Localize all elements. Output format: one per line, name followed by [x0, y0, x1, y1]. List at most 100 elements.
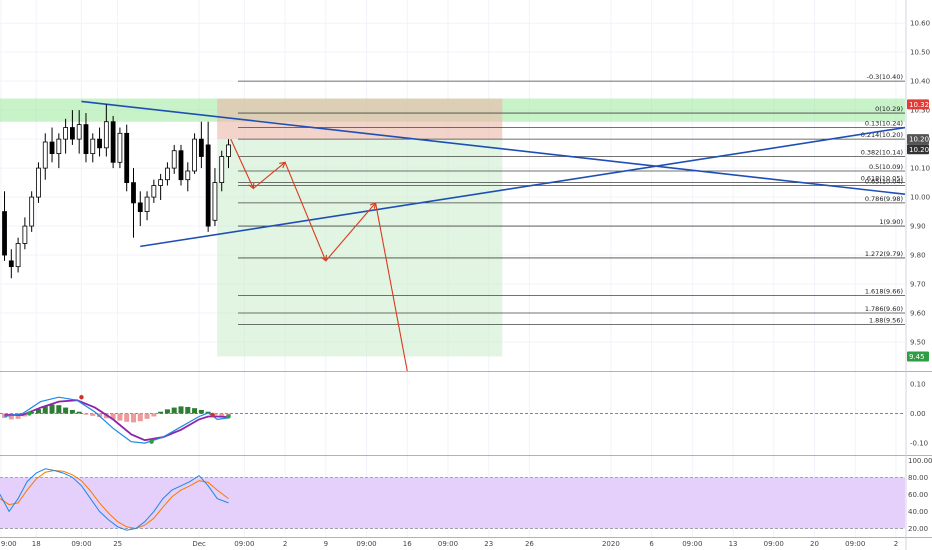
macd-histogram-bar [178, 406, 184, 414]
candle-body [29, 196, 35, 227]
fibonacci-levels[interactable]: -0.3(10.40) 0(10.29) 0.13(10.24) 0.214(10.2… [238, 73, 905, 326]
macd-histogram-bar [137, 413, 143, 422]
candle-body [151, 185, 157, 198]
time-axis[interactable]: 9:00 18 09:00 25 Dec 09:00 2 9 09:00 16 09:00 23 26 2… [1, 540, 898, 548]
time-axis-tick: 09:00 [764, 540, 784, 548]
fib-level-label: -0.3(10.40) [867, 73, 903, 81]
macd-signal-line [4, 399, 229, 442]
candle-body [158, 179, 164, 186]
candle-body [15, 243, 21, 268]
macd-histogram-bar [219, 413, 225, 418]
candle-body [185, 170, 191, 181]
stoch-axis-tick: 60.00 [908, 491, 928, 499]
candle-body [137, 202, 143, 212]
time-axis-tick: 26 [525, 540, 534, 548]
macd-histogram-bar [90, 413, 96, 416]
candle-body [22, 225, 28, 244]
price-badge [907, 134, 929, 145]
candle-body [131, 182, 136, 204]
macd-histogram-bar [130, 413, 136, 423]
candle-body [2, 211, 7, 256]
fib-level-label: 0.214(10.20) [861, 131, 903, 139]
price-badge [907, 351, 929, 362]
stoch-axis-tick: 40.00 [908, 508, 928, 516]
trendlines[interactable] [81, 100, 906, 248]
time-axis-tick: 09:00 [356, 540, 376, 548]
price-badges: 10.32 10.20 10.20 9.45 [907, 99, 929, 362]
time-axis-tick: 25 [113, 540, 122, 548]
fib-level-label: 1.272(9.79) [865, 250, 903, 258]
macd-histogram-bar [198, 409, 204, 414]
candle-body [205, 144, 211, 227]
candle-body [49, 141, 55, 155]
macd-histogram-bar [185, 406, 191, 414]
time-axis-tick: 18 [32, 540, 41, 548]
stoch-axis-tick: 100.00 [908, 457, 932, 465]
macd-histogram-bar [171, 407, 177, 414]
macd-histogram-bar [97, 413, 103, 418]
price-pane[interactable]: -0.3(10.40) 0(10.29) 0.13(10.24) 0.214(10.2… [0, 22, 906, 372]
price-axis-tick: 10.30 [910, 107, 930, 115]
price-badge-label: 10.20 [909, 136, 929, 144]
fib-level-label: 1.618(9.66) [865, 288, 903, 296]
candle-body [192, 138, 197, 172]
price-axis-tick: 10.10 [910, 165, 930, 173]
projection-segment[interactable] [230, 138, 254, 189]
time-axis-tick: 16 [403, 540, 412, 548]
price-badge [907, 99, 929, 110]
macd-axis-tick: 0.00 [910, 410, 926, 418]
candle-body [42, 141, 48, 169]
macd-histogram-bar [56, 405, 62, 414]
price-axis[interactable]: 10.60 10.50 10.40 10.30 10.20 10.10 10.00 9.90 9… [908, 20, 932, 533]
projection-segment[interactable] [375, 202, 408, 372]
candle-body [110, 121, 116, 163]
fib-level-label: 0(10.29) [875, 105, 903, 113]
fib-level-label: 0.786(9.98) [865, 195, 903, 203]
fib-level-label: 1.88(9.56) [869, 317, 903, 325]
candle-body [36, 167, 41, 198]
vertical-gridlines [0, 0, 897, 537]
stochastic-pane[interactable] [0, 468, 905, 531]
time-axis-tick: 6 [649, 540, 654, 548]
macd-axis-tick: 0.10 [910, 380, 926, 388]
stoch-d-line [0, 469, 229, 530]
macd-histogram-bar [110, 413, 116, 420]
trendline[interactable] [140, 126, 906, 248]
candle-body [56, 138, 62, 155]
candle-body [212, 182, 218, 221]
macd-histogram-bar [151, 413, 157, 417]
fib-level-label: 0.618(10.05) [861, 175, 903, 183]
candle-body [97, 138, 102, 149]
stoch-axis-tick: 80.00 [908, 474, 928, 482]
price-axis-tick: 9.60 [910, 310, 926, 318]
candle-body [198, 138, 204, 157]
candle-body [63, 127, 69, 140]
projection-path[interactable] [230, 138, 408, 372]
stoch-axis-tick: 20.00 [908, 525, 928, 533]
fib-level-label: 0.13(10.24) [865, 120, 903, 128]
projection-arrowhead [369, 202, 377, 209]
macd-histogram-bar [117, 413, 123, 421]
time-axis-tick: 20 [810, 540, 819, 548]
macd-histogram-bar [124, 413, 130, 422]
macd-pane[interactable] [0, 394, 905, 444]
price-badge-label: 9.45 [909, 353, 925, 361]
projection-segment[interactable] [284, 162, 327, 262]
projection-segment[interactable] [253, 161, 286, 189]
macd-axis-tick: -0.10 [910, 440, 928, 448]
time-axis-tick: 09:00 [682, 540, 702, 548]
time-axis-tick: 2 [283, 540, 287, 548]
time-axis-tick: 23 [484, 540, 493, 548]
macd-cross-dot [210, 412, 215, 418]
projection-segment[interactable] [325, 202, 376, 262]
macd-histogram-bar [15, 413, 21, 419]
candle-body [117, 132, 123, 163]
trendline[interactable] [81, 100, 906, 195]
time-axis-tick: 09:00 [845, 540, 865, 548]
price-axis-tick: 9.90 [910, 223, 926, 231]
macd-cross-dot [27, 411, 32, 416]
macd-cross-dot [149, 439, 154, 444]
macd-histogram-bar [76, 411, 82, 414]
candle-body [76, 124, 82, 140]
